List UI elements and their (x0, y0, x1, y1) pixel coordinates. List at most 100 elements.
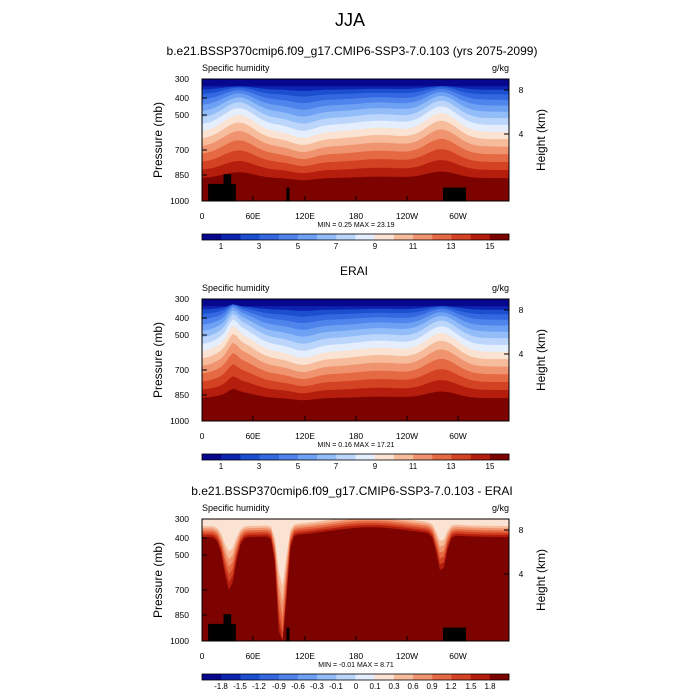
colorbar-swatch (432, 674, 452, 680)
y-right-tick-label: 4 (519, 569, 524, 579)
terrain-block (443, 187, 466, 201)
x-tick-label: 120E (295, 431, 315, 441)
colorbar-swatch (355, 674, 375, 680)
colorbar-tick-label: 0.9 (426, 682, 438, 691)
y-tick-label: 400 (175, 93, 189, 103)
x-tick-label: 60W (449, 211, 466, 221)
colorbar-swatch (374, 234, 395, 240)
panel-erai: ERAI Specific humidity g/kg 300 400 500 … (151, 264, 548, 471)
terrain-block (286, 187, 290, 201)
colorbar-swatch (413, 674, 433, 680)
y-right-axis-title: Height (km) (534, 109, 548, 171)
terrain-block (286, 627, 290, 641)
x-tick-label: 0 (200, 651, 205, 661)
x-tick-label: 120E (295, 211, 315, 221)
variable-label: Specific humidity (202, 503, 270, 513)
colorbar-swatch (278, 674, 299, 680)
colorbar-labels: 1 3 5 7 9 11 13 15 (219, 462, 495, 471)
colorbar-swatch (432, 234, 452, 240)
colorbar-swatch (374, 674, 395, 680)
x-tick-label: 120W (396, 431, 418, 441)
colorbar-swatch (202, 674, 222, 680)
y-tick-label: 300 (175, 294, 189, 304)
colorbar-tick-label: -1.5 (233, 682, 247, 691)
y-tick-label: 1000 (170, 196, 189, 206)
x-ticks (201, 196, 459, 201)
x-tick-label: 120W (396, 651, 418, 661)
y-axis-right: 8 4 (504, 85, 524, 139)
colorbar-tick-label: 13 (447, 242, 456, 251)
y-tick-label: 500 (175, 330, 189, 340)
colorbar-tick-label: 7 (334, 242, 339, 251)
colorbar-tick-label: -0.3 (310, 682, 324, 691)
panel-model: b.e21.BSSP370cmip6.f09_g17.CMIP6-SSP3-7.… (151, 44, 548, 251)
colorbar-frame (201, 233, 510, 241)
colorbar-tick-label: 15 (486, 242, 495, 251)
colorbar-tick-label: 0.6 (407, 682, 419, 691)
x-tick-label: 60W (449, 431, 466, 441)
colorbar-tick-label: 0 (354, 682, 359, 691)
min-max-label: MIN = 0.25 MAX = 23.19 (317, 222, 394, 229)
colorbar-swatch (374, 454, 395, 460)
colorbar-tick-label: -1.8 (214, 682, 228, 691)
y-right-ticks (504, 89, 509, 135)
y-axis-title: Pressure (mb) (151, 102, 165, 178)
x-tick-label: 180 (349, 431, 363, 441)
x-tick-label: 60W (449, 651, 466, 661)
y-axis-right: 8 4 (504, 525, 524, 579)
x-tick-label: 60E (245, 211, 260, 221)
terrain-block (443, 627, 466, 641)
colorbar-swatch (240, 234, 260, 240)
contour-field (202, 79, 509, 201)
panel-title: ERAI (340, 264, 368, 278)
panel-title: b.e21.BSSP370cmip6.f09_g17.CMIP6-SSP3-7.… (191, 484, 513, 498)
y-right-tick-label: 8 (519, 85, 524, 95)
colorbar-swatch (336, 454, 356, 460)
y-tick-label: 300 (175, 514, 189, 524)
colorbar-swatch (451, 674, 471, 680)
colorbar-swatch (202, 234, 222, 240)
y-axis-title: Pressure (mb) (151, 322, 165, 398)
y-tick-label: 1000 (170, 416, 189, 426)
colorbar-swatch (202, 454, 222, 460)
colorbar-swatch (278, 454, 299, 460)
y-axis-left: 300 400 500 700 850 1000 (170, 514, 207, 646)
colorbar-swatch (240, 454, 260, 460)
terrain-block (223, 174, 232, 201)
colorbar-tick-label: -1.2 (252, 682, 266, 691)
colorbar-swatch (221, 674, 241, 680)
y-axis-right: 8 4 (504, 305, 524, 359)
terrain-mask (208, 614, 466, 641)
y-tick-label: 500 (175, 110, 189, 120)
x-tick-label: 0 (200, 211, 205, 221)
y-ticks (202, 298, 207, 422)
colorbar-swatch (451, 454, 471, 460)
colorbar-tick-label: 0.1 (369, 682, 381, 691)
colorbar-swatch (259, 234, 280, 240)
colorbar-tick-label: 1 (219, 242, 224, 251)
colorbar-swatch (317, 454, 337, 460)
colorbar-swatch (317, 234, 337, 240)
colorbar-labels: -1.8 -1.5 -1.2 -0.9 -0.6 -0.3 -0.1 0 0.1… (214, 682, 496, 691)
y-tick-label: 400 (175, 313, 189, 323)
colorbar-tick-label: -0.6 (291, 682, 305, 691)
contour-field (202, 519, 509, 641)
colorbar-tick-label: 13 (447, 462, 456, 471)
colorbar (202, 454, 510, 460)
y-right-axis-title: Height (km) (534, 549, 548, 611)
y-tick-label: 850 (175, 390, 189, 400)
contour-band (202, 389, 509, 421)
colorbar-swatch (413, 454, 433, 460)
colorbar-swatch (432, 454, 452, 460)
x-axis: 0 60E 120E 180 120W 60W (200, 636, 467, 661)
colorbar-labels: 1 3 5 7 9 11 13 15 (219, 242, 495, 251)
y-tick-label: 850 (175, 170, 189, 180)
colorbar-swatch (355, 454, 375, 460)
colorbar-tick-label: -0.9 (272, 682, 286, 691)
colorbar-swatch (489, 674, 510, 680)
min-max-label: MIN = -0.01 MAX = 8.71 (318, 662, 394, 669)
colorbar-tick-label: 11 (409, 242, 418, 251)
colorbar-swatch (317, 674, 337, 680)
x-axis: 0 60E 120E 180 120W 60W (200, 196, 467, 221)
variable-label: Specific humidity (202, 63, 270, 73)
